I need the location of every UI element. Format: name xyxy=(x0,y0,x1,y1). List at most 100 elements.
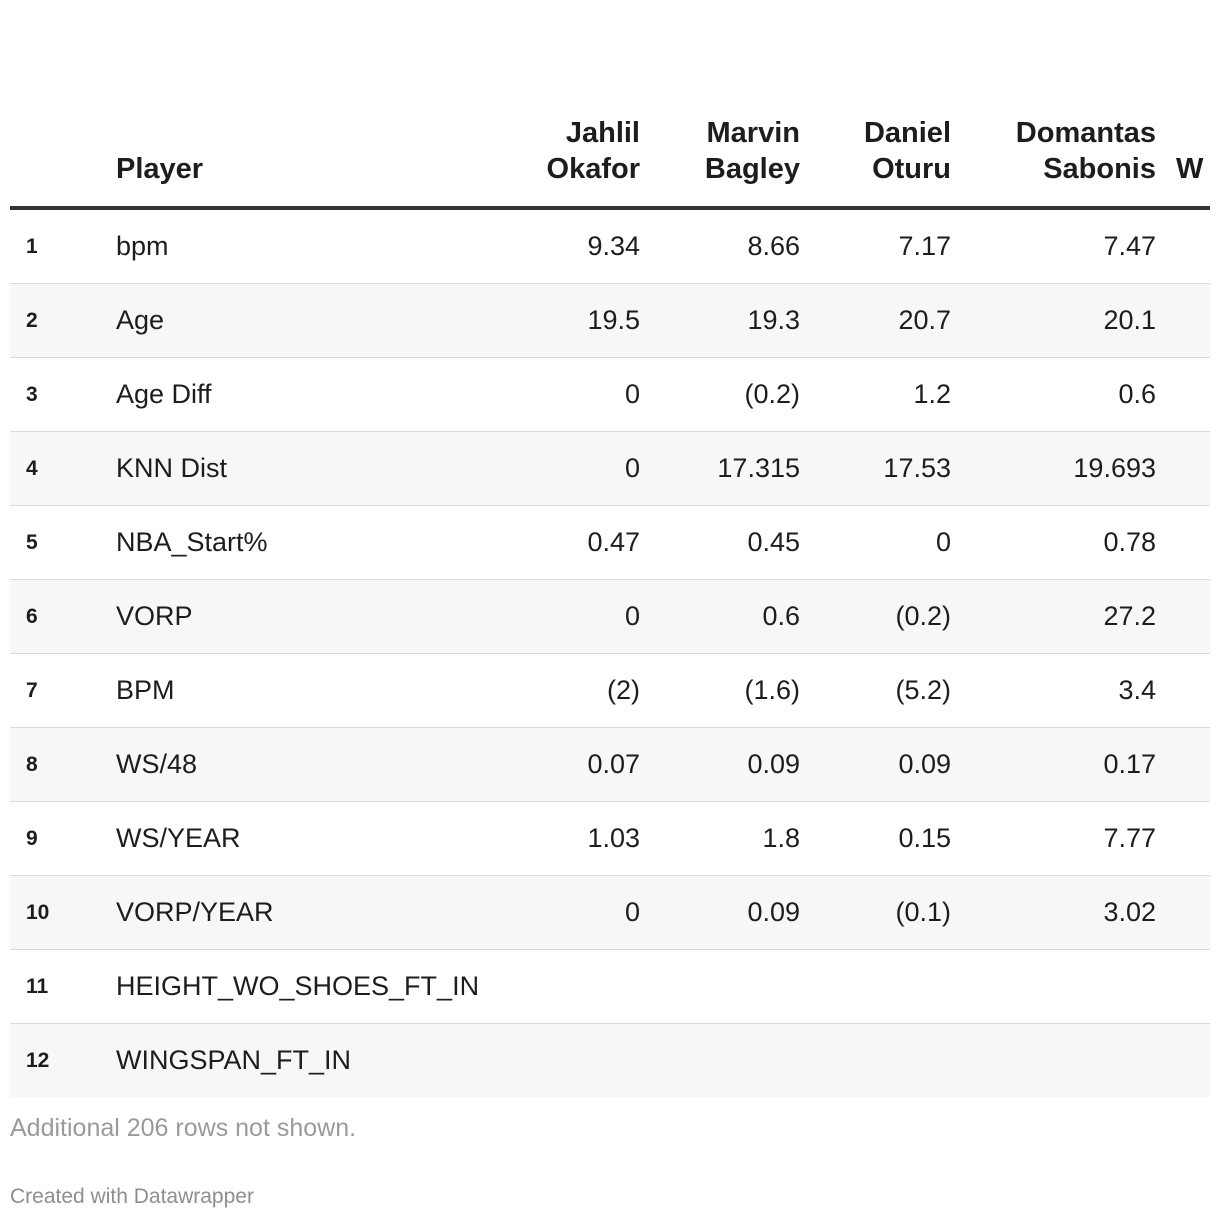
cell-value: 0 xyxy=(436,431,640,506)
row-label: bpm xyxy=(86,208,436,284)
row-label: WINGSPAN_FT_IN xyxy=(86,1023,436,1097)
row-number: 6 xyxy=(10,579,86,654)
table-row: 4 KNN Dist 0 17.315 17.53 19.693 xyxy=(10,431,1210,506)
cell-value: 0.07 xyxy=(436,727,640,802)
table-row: 11 HEIGHT_WO_SHOES_FT_IN xyxy=(10,949,1210,1024)
table-body: 1 bpm 9.34 8.66 7.17 7.47 2 Age 19.5 19.3 20.7 20.1… xyxy=(10,208,1210,1097)
cell-value xyxy=(951,949,1156,1024)
row-label: Age xyxy=(86,283,436,358)
cell-value: (2) xyxy=(436,653,640,728)
table-row: 10 VORP/YEAR 0 0.09 (0.1) 3.02 xyxy=(10,875,1210,950)
cell-value: (1.6) xyxy=(640,653,800,728)
cell-value: 0 xyxy=(800,505,951,580)
row-number: 12 xyxy=(10,1023,86,1097)
cell-value: 0.17 xyxy=(951,727,1156,802)
cell-value xyxy=(1156,1023,1210,1097)
cell-value xyxy=(1156,357,1210,432)
header-player-col[interactable]: Marvin Bagley xyxy=(640,115,800,210)
row-number: 5 xyxy=(10,505,86,580)
cell-value xyxy=(1156,208,1210,284)
header-player-col[interactable]: Daniel Oturu xyxy=(800,115,951,210)
header-player: Player xyxy=(86,115,436,210)
cell-value xyxy=(1156,505,1210,580)
cell-value: (0.1) xyxy=(800,875,951,950)
header-last-name: Sabonis xyxy=(1043,153,1156,185)
header-last-name: Bagley xyxy=(704,153,800,185)
header-player-col[interactable]: Domantas Sabonis xyxy=(951,115,1156,210)
header-first-name: W xyxy=(1176,153,1204,185)
row-label: VORP xyxy=(86,579,436,654)
cell-value: 0.09 xyxy=(640,875,800,950)
cell-value: 3.4 xyxy=(951,653,1156,728)
row-number: 1 xyxy=(10,208,86,284)
row-label: KNN Dist xyxy=(86,431,436,506)
table-row: 6 VORP 0 0.6 (0.2) 27.2 xyxy=(10,579,1210,654)
cell-value: 3.02 xyxy=(951,875,1156,950)
header-first-name: Domantas xyxy=(1015,117,1156,149)
cell-value: 17.315 xyxy=(640,431,800,506)
cell-value: 1.8 xyxy=(640,801,800,876)
table-header: Player Jahlil Okafor Marvin Bagley Danie… xyxy=(10,115,1210,210)
cell-value: 0 xyxy=(436,875,640,950)
cell-value xyxy=(1156,801,1210,876)
cell-value: 7.47 xyxy=(951,208,1156,284)
table-row: 12 WINGSPAN_FT_IN xyxy=(10,1023,1210,1097)
table-row: 2 Age 19.5 19.3 20.7 20.1 xyxy=(10,283,1210,358)
row-number: 4 xyxy=(10,431,86,506)
cell-value: 19.5 xyxy=(436,283,640,358)
header-first-name: Marvin xyxy=(706,117,800,149)
cell-value xyxy=(1156,431,1210,506)
header-player-col-clipped[interactable]: W xyxy=(1156,115,1210,210)
cell-value: 0.15 xyxy=(800,801,951,876)
cell-value: 0.09 xyxy=(800,727,951,802)
cell-value: 27.2 xyxy=(951,579,1156,654)
row-label: NBA_Start% xyxy=(86,505,436,580)
row-label: HEIGHT_WO_SHOES_FT_IN xyxy=(86,949,479,1024)
cell-value: 20.1 xyxy=(951,283,1156,358)
cell-value: 0.6 xyxy=(951,357,1156,432)
row-label: BPM xyxy=(86,653,436,728)
header-first-name: Daniel xyxy=(863,117,951,149)
row-label: WS/48 xyxy=(86,727,436,802)
cell-value xyxy=(1156,653,1210,728)
cell-value: 7.17 xyxy=(800,208,951,284)
cell-value: 7.77 xyxy=(951,801,1156,876)
cell-value xyxy=(951,1023,1156,1097)
header-last-name: Oturu xyxy=(872,153,951,185)
table-container: Player Jahlil Okafor Marvin Bagley Danie… xyxy=(10,0,1210,1097)
table-row: 8 WS/48 0.07 0.09 0.09 0.17 xyxy=(10,727,1210,802)
header-last-name: Okafor xyxy=(546,153,640,185)
cell-value: 8.66 xyxy=(640,208,800,284)
cell-value: 0.6 xyxy=(640,579,800,654)
table-row: 5 NBA_Start% 0.47 0.45 0 0.78 xyxy=(10,505,1210,580)
header-player-col[interactable]: Jahlil Okafor xyxy=(436,115,640,210)
cell-value xyxy=(436,1023,640,1097)
row-number: 10 xyxy=(10,875,86,950)
cell-value xyxy=(640,949,800,1024)
cell-value: (0.2) xyxy=(640,357,800,432)
header-first-name: Jahlil xyxy=(565,117,640,149)
row-number: 11 xyxy=(10,949,86,1024)
cell-value xyxy=(1156,579,1210,654)
cell-value xyxy=(1156,283,1210,358)
cell-value xyxy=(1156,949,1210,1024)
table-row: 3 Age Diff 0 (0.2) 1.2 0.6 xyxy=(10,357,1210,432)
cell-value: (0.2) xyxy=(800,579,951,654)
cell-value: 17.53 xyxy=(800,431,951,506)
cell-value: 0.09 xyxy=(640,727,800,802)
cell-value: (5.2) xyxy=(800,653,951,728)
cell-value: 9.34 xyxy=(436,208,640,284)
table-row: 1 bpm 9.34 8.66 7.17 7.47 xyxy=(10,208,1210,284)
table-row: 7 BPM (2) (1.6) (5.2) 3.4 xyxy=(10,653,1210,728)
cell-value: 0.78 xyxy=(951,505,1156,580)
cell-value xyxy=(800,1023,951,1097)
cell-value: 1.03 xyxy=(436,801,640,876)
row-label: VORP/YEAR xyxy=(86,875,436,950)
cell-value: 19.3 xyxy=(640,283,800,358)
header-rownum xyxy=(10,115,86,210)
table-row: 9 WS/YEAR 1.03 1.8 0.15 7.77 xyxy=(10,801,1210,876)
cell-value: 1.2 xyxy=(800,357,951,432)
row-number: 3 xyxy=(10,357,86,432)
row-number: 7 xyxy=(10,653,86,728)
cell-value: 20.7 xyxy=(800,283,951,358)
